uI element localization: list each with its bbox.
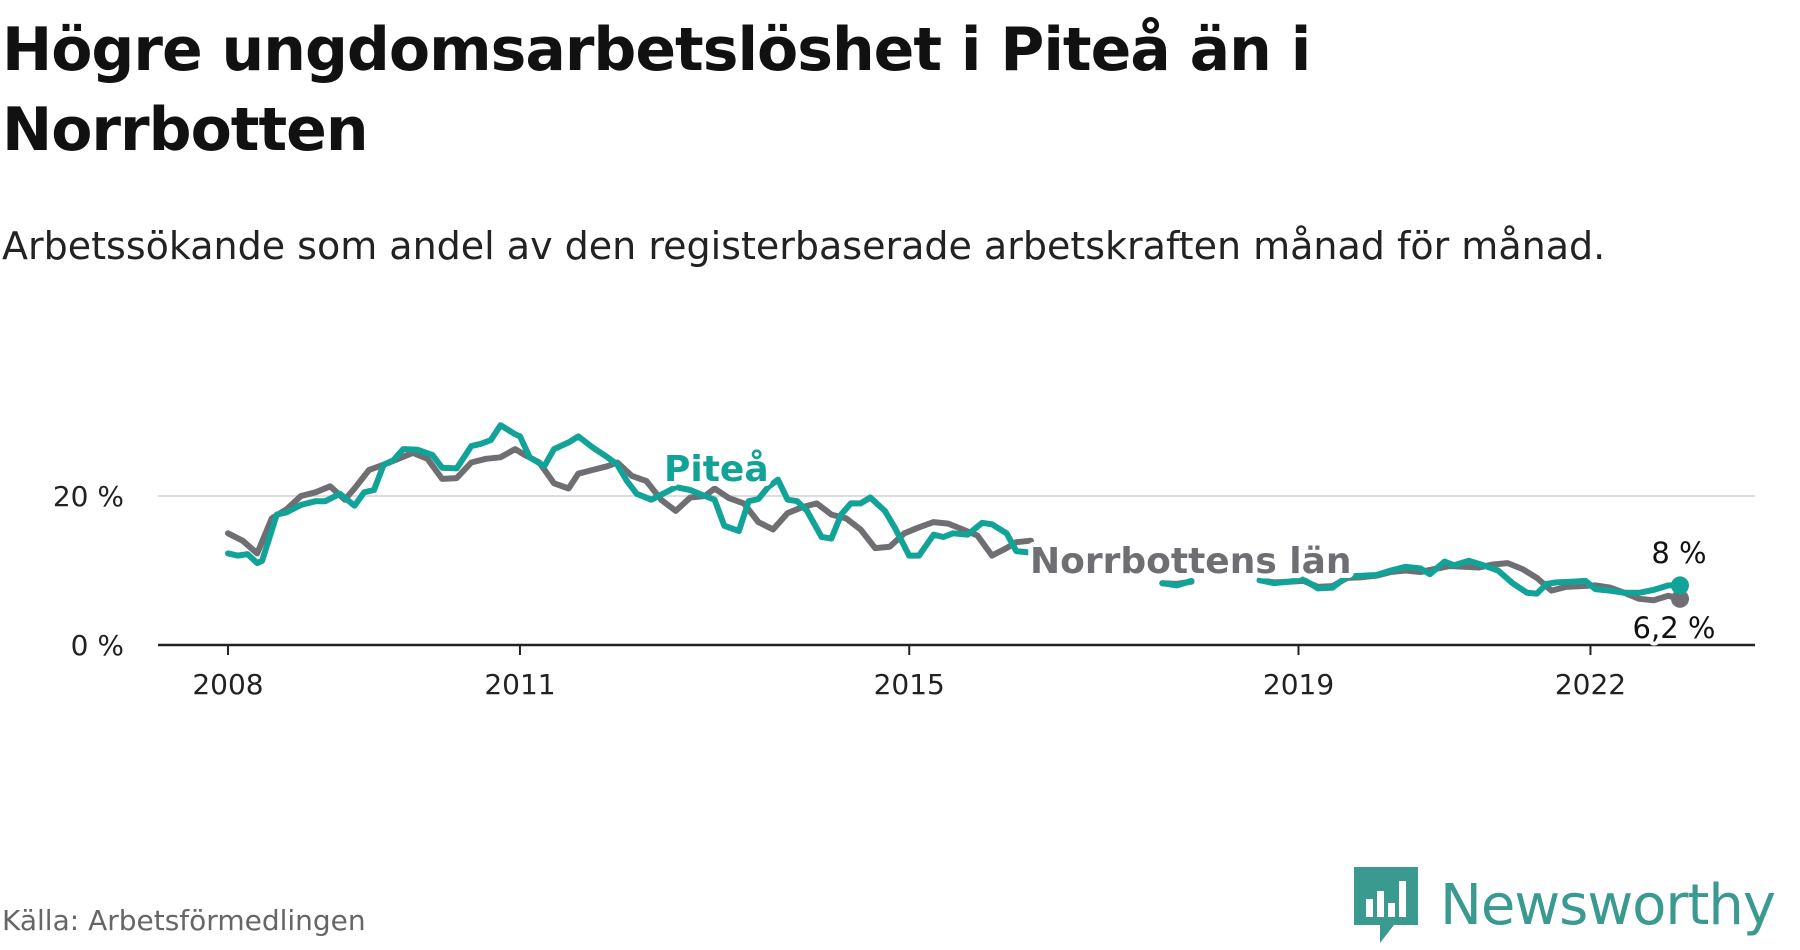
y-axis-ticks: 0 % 20 %: [53, 480, 124, 662]
pitea-end-label: 8 %: [1651, 536, 1706, 570]
chart-title: Högre ungdomsarbetslöshet i Piteå än i N…: [2, 15, 1311, 165]
x-tick-label: 2008: [192, 668, 263, 701]
pitea-end-point: [1671, 576, 1689, 595]
y-tick-label: 20 %: [53, 480, 124, 513]
y-tick-label: 0 %: [71, 629, 124, 662]
series-layer: [225, 422, 1689, 608]
norrbotten-end-point: [1671, 589, 1689, 608]
brand-name: Newsworthy: [1440, 872, 1776, 938]
chart-subtitle: Arbetssökande som andel av den registerb…: [2, 224, 1606, 268]
source-note: Källa: Arbetsförmedlingen: [2, 904, 366, 937]
norrbotten-end-label: 6,2 %: [1633, 611, 1716, 645]
pitea-line: [225, 422, 1034, 567]
brand-logo[interactable]: Newsworthy: [1350, 860, 1776, 950]
pitea-line: [1159, 577, 1195, 589]
norrbotten-series-label: Norrbottens län: [1030, 541, 1352, 582]
norrbotten-line: [225, 446, 1034, 559]
pitea-line: [1256, 557, 1683, 597]
x-tick-label: 2022: [1555, 668, 1626, 701]
x-tick-label: 2015: [874, 668, 945, 701]
line-chart: 0 % 20 % 2008 2011 2015 2019 2022 Piteå Norrbo…: [53, 422, 1755, 701]
pitea-series-label: Piteå: [664, 449, 769, 490]
bar-chart-speech-bubble-icon: [1354, 867, 1418, 943]
x-tick-label: 2019: [1263, 668, 1334, 701]
x-axis-ticks: 2008 2011 2015 2019 2022: [192, 645, 1626, 701]
series-labels: Piteå Norrbottens län 8 % 6,2 %: [659, 444, 1719, 649]
grid-layer: [158, 495, 1755, 647]
x-tick-label: 2011: [484, 668, 555, 701]
